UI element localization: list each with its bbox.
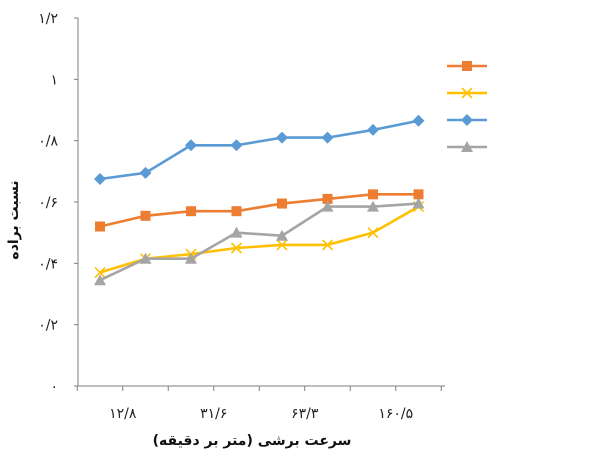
- data-point: [462, 61, 472, 71]
- data-point: [277, 198, 287, 209]
- data-point: [139, 252, 152, 264]
- data-point: [322, 193, 333, 204]
- data-point: [461, 141, 473, 152]
- data-point: [461, 114, 473, 126]
- data-point: [139, 166, 152, 179]
- data-point: [94, 266, 106, 279]
- data-point: [413, 189, 424, 200]
- legend-item: ۰/۰۹-خشک: [447, 141, 487, 152]
- data-point: [276, 229, 288, 241]
- data-point: [367, 123, 379, 136]
- data-point: [367, 227, 379, 239]
- data-point: [230, 242, 243, 254]
- data-point: [368, 189, 378, 200]
- legend-item: ۰/۰۹-برودتی: [447, 114, 487, 126]
- data-point: [230, 139, 243, 152]
- y-tick-label: ۱/۲: [38, 11, 58, 27]
- data-point: [186, 206, 196, 217]
- data-point: [412, 114, 425, 127]
- x-axis-title: سرعت برشی (متر بر دقیقه): [153, 433, 352, 449]
- y-axis-title: نسبت براده: [6, 180, 22, 259]
- data-point: [230, 226, 243, 238]
- y-tick-label: ۰/۸: [38, 134, 58, 150]
- y-tick-label: ۰/۲: [38, 318, 58, 334]
- x-tick-label: ۳۱/۶: [200, 406, 227, 422]
- y-tick-label: ۰: [50, 379, 58, 395]
- x-tick-label: ۶۳/۳: [291, 406, 319, 422]
- y-axis: ۰ ۰/۲ ۰/۴ ۰/۶ ۰/۸ ۱ ۱/۲: [38, 11, 79, 395]
- x-tick-label: ۱۲/۸: [109, 406, 137, 422]
- y-tick-label: ۱: [50, 72, 58, 88]
- data-point: [321, 131, 334, 144]
- series-line: [99, 193, 419, 228]
- y-tick-label: ۰/۶: [38, 195, 58, 211]
- data-point: [185, 139, 197, 152]
- data-point: [140, 210, 151, 221]
- x-axis: ۱۲/۸ ۳۱/۶ ۶۳/۳ ۱۶۰/۵: [76, 385, 445, 422]
- data-point: [321, 200, 334, 212]
- data-point: [461, 87, 473, 99]
- data-point: [276, 239, 288, 251]
- data-point: [367, 200, 379, 212]
- series-1: [95, 189, 424, 232]
- data-point: [94, 173, 106, 185]
- y-tick-label: ۰/۴: [38, 256, 58, 272]
- data-point: [321, 239, 334, 251]
- data-point: [94, 274, 106, 286]
- data-point: [276, 131, 288, 144]
- x-tick-label: ۱۶۰/۵: [378, 406, 413, 422]
- legend-item: ۰/۱۸-برودتی: [447, 61, 487, 71]
- legend: ۰/۱۸-برودتی ۰/۱۸-خشک ۰/۰۹-برودتی ۰/۰۹-خشک: [447, 61, 487, 152]
- series-lines: [94, 114, 425, 286]
- data-point: [412, 197, 425, 209]
- legend-item: ۰/۱۸-خشک: [447, 87, 487, 99]
- series-4: [94, 197, 425, 286]
- series-3: [94, 114, 425, 185]
- data-point: [185, 252, 197, 264]
- data-point: [231, 206, 242, 217]
- series-line: [99, 202, 419, 282]
- series-line: [99, 119, 419, 181]
- data-point: [95, 221, 105, 232]
